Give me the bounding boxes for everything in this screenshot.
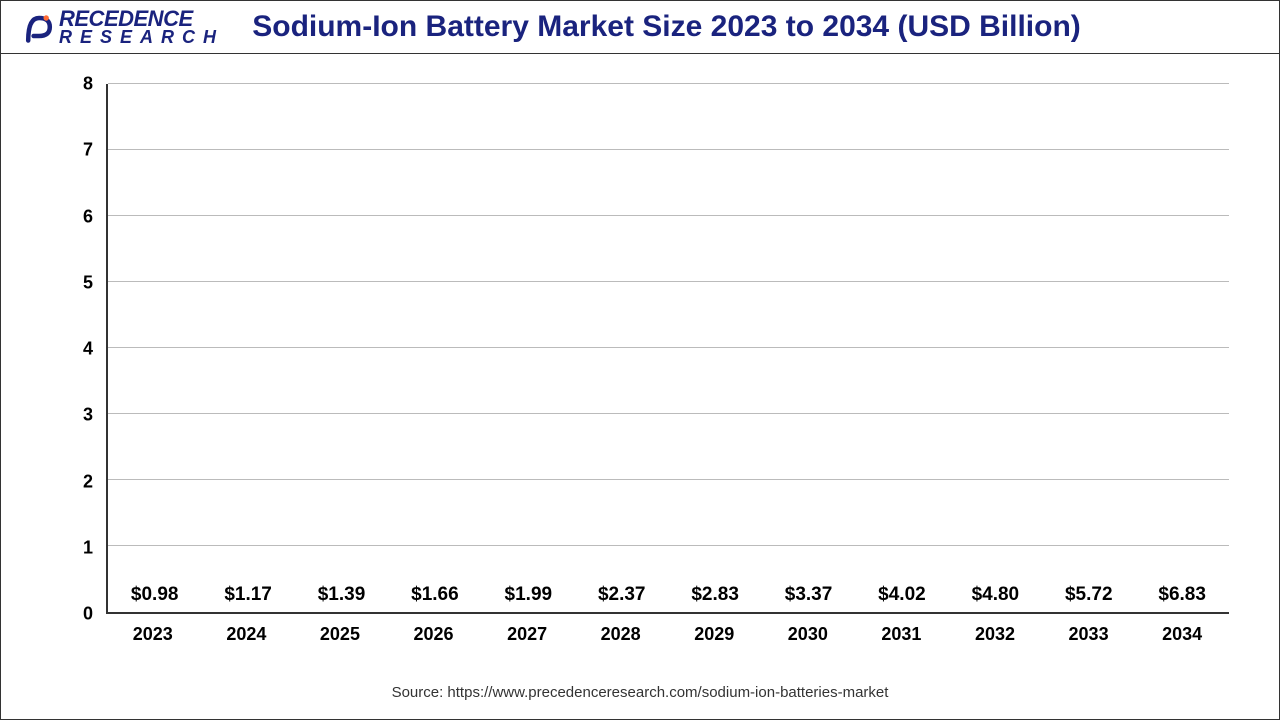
y-tick: 6	[83, 206, 93, 227]
bar-value-label: $1.66	[411, 584, 459, 606]
bars-container: $0.98 $1.17 $1.39 $1.66 $1.99 $2.37 $2.83 $3.37…	[108, 84, 1229, 612]
y-tick: 5	[83, 272, 93, 293]
bar-value-label: $4.80	[972, 584, 1020, 606]
header: RECEDENCE RESEARCH Sodium-Ion Battery Ma…	[1, 1, 1279, 54]
x-tick: 2033	[1042, 614, 1136, 664]
x-tick: 2030	[761, 614, 855, 664]
logo-text: RECEDENCE RESEARCH	[59, 9, 224, 45]
gridline	[108, 281, 1229, 282]
bar-value-label: $3.37	[785, 584, 833, 606]
x-tick: 2027	[480, 614, 574, 664]
y-tick: 0	[83, 604, 93, 625]
gridline	[108, 347, 1229, 348]
y-tick: 8	[83, 74, 93, 95]
gridline	[108, 215, 1229, 216]
x-tick: 2029	[667, 614, 761, 664]
logo-brand-top: RECEDENCE	[59, 9, 224, 29]
x-axis: 2023202420252026202720282029203020312032…	[106, 614, 1229, 664]
bar-value-label: $1.17	[224, 584, 272, 606]
logo-brand-bottom: RESEARCH	[59, 29, 224, 45]
source-text: Source: https://www.precedenceresearch.c…	[1, 674, 1279, 719]
gridline	[108, 149, 1229, 150]
chart-area: 0 1 2 3 4 5 6 7 8 $0.98 $1.17 $1.39 $1.66 $1.99 $2.37…	[1, 54, 1279, 674]
bar-value-label: $4.02	[878, 584, 926, 606]
y-tick: 4	[83, 339, 93, 360]
x-tick: 2031	[855, 614, 949, 664]
gridline	[108, 83, 1229, 84]
chart-container: RECEDENCE RESEARCH Sodium-Ion Battery Ma…	[0, 0, 1280, 720]
plot-area: $0.98 $1.17 $1.39 $1.66 $1.99 $2.37 $2.83 $3.37…	[106, 84, 1229, 614]
gridline	[108, 413, 1229, 414]
logo-icon	[21, 9, 57, 45]
bar-value-label: $0.98	[131, 584, 179, 606]
bar-value-label: $1.99	[505, 584, 553, 606]
x-tick: 2026	[387, 614, 481, 664]
x-tick: 2023	[106, 614, 200, 664]
chart-title: Sodium-Ion Battery Market Size 2023 to 2…	[224, 10, 1259, 44]
gridline	[108, 545, 1229, 546]
y-tick: 3	[83, 405, 93, 426]
x-tick: 2025	[293, 614, 387, 664]
x-tick: 2024	[200, 614, 294, 664]
chart-wrapper: 012345678 $0.98$1.17$1.39$1.66$1.99$2.37…	[61, 84, 1239, 664]
y-tick: 2	[83, 471, 93, 492]
y-axis: 012345678	[61, 84, 101, 614]
x-tick: 2034	[1135, 614, 1229, 664]
x-tick: 2028	[574, 614, 668, 664]
x-tick: 2032	[948, 614, 1042, 664]
logo: RECEDENCE RESEARCH	[21, 9, 224, 45]
bar-value-label: $2.83	[691, 584, 739, 606]
y-tick: 7	[83, 140, 93, 161]
y-tick: 1	[83, 537, 93, 558]
gridline	[108, 479, 1229, 480]
bar-value-label: $6.83	[1158, 584, 1206, 606]
bar-value-label: $5.72	[1065, 584, 1113, 606]
bar-value-label: $1.39	[318, 584, 366, 606]
bar-value-label: $2.37	[598, 584, 646, 606]
